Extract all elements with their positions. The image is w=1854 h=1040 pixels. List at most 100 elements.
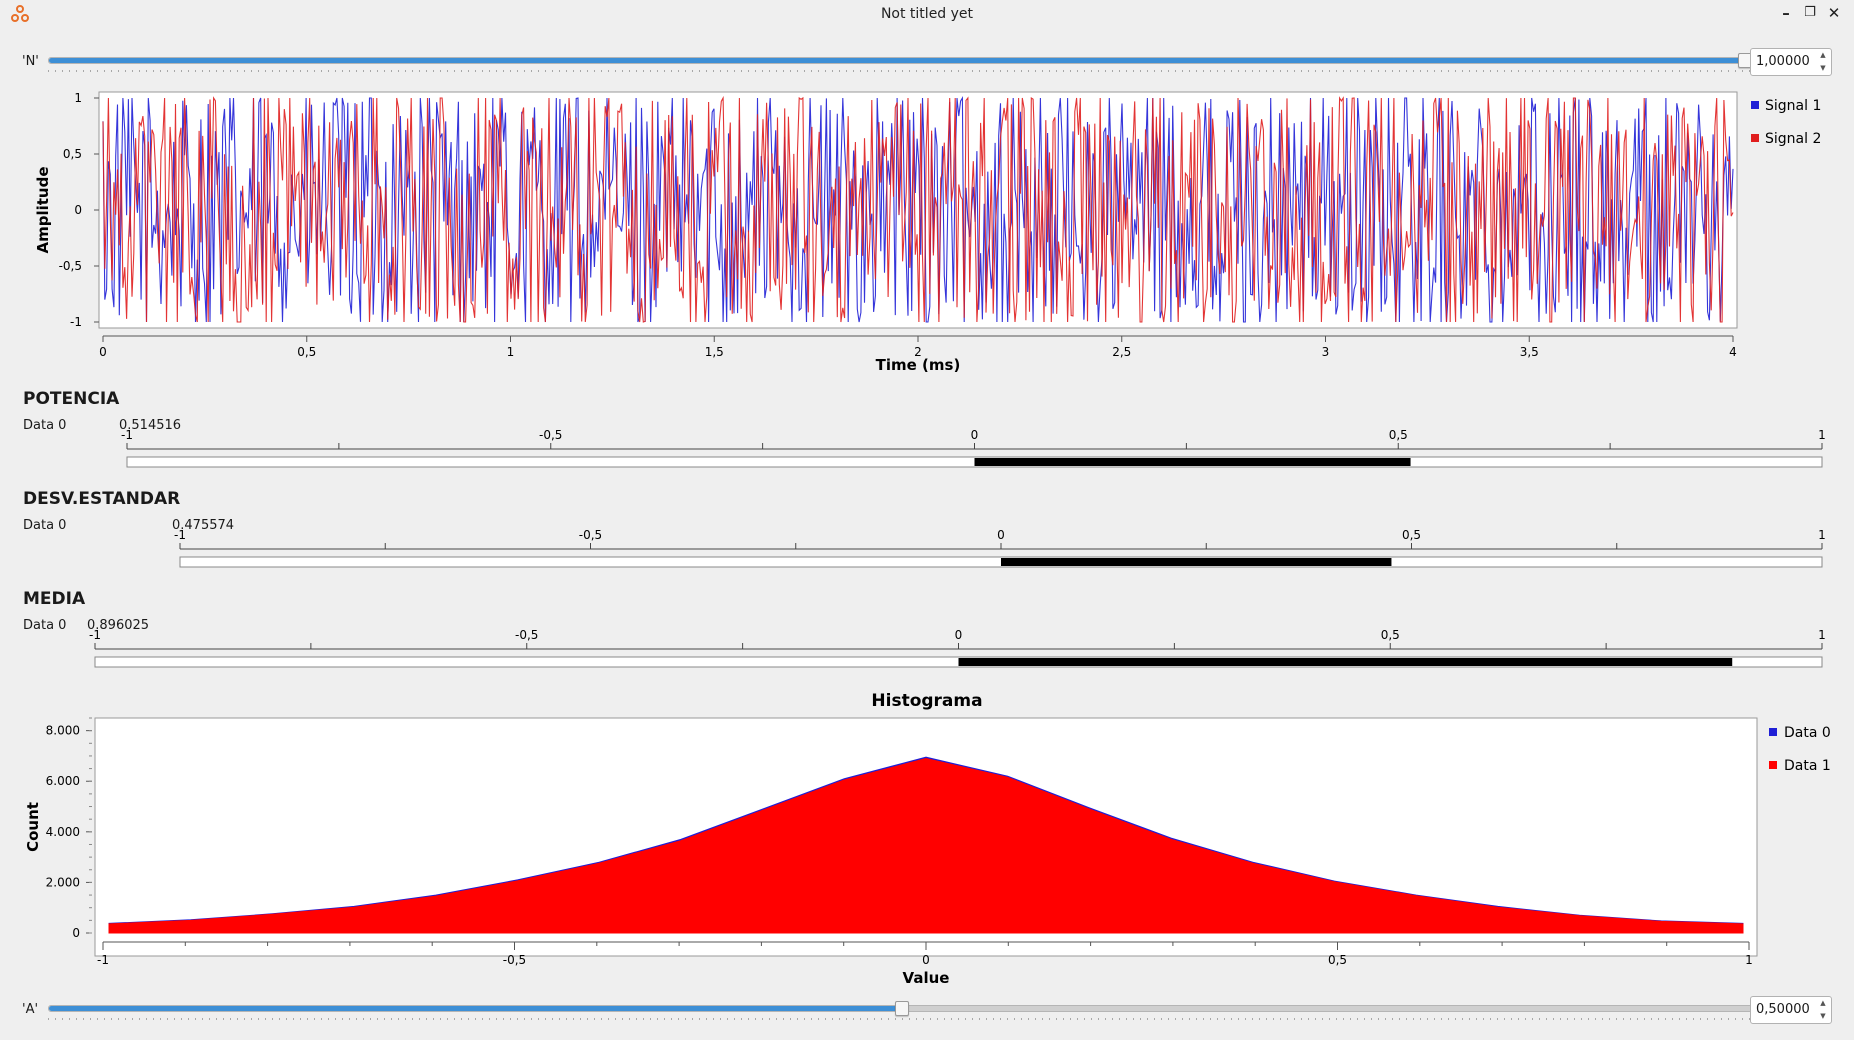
bar-value: 0.896025	[87, 618, 150, 633]
bar-row-label: Data 0	[23, 418, 67, 433]
bar-tick-label: 1	[1818, 528, 1826, 542]
bar-value: 0.475574	[172, 518, 235, 533]
bar-tick-label: 1	[1818, 428, 1826, 442]
slider-n-value[interactable]: 1,00000	[1756, 54, 1810, 69]
legend-data-1: Data 1	[1784, 758, 1831, 774]
bar-fill	[958, 658, 1733, 666]
slider-n-ticks	[48, 70, 1754, 72]
x-tick-label: 3	[1322, 345, 1330, 359]
window-title: Not titled yet	[880, 6, 974, 22]
bar-fill	[1001, 558, 1392, 566]
close-icon[interactable]: ✕	[1827, 4, 1841, 22]
bar-tick-label: -0,5	[539, 428, 562, 442]
slider-n-track[interactable]	[48, 53, 1754, 68]
x-tick-label: 2	[914, 345, 922, 359]
spin-down-icon[interactable]: ▼	[1820, 64, 1826, 72]
x-tick-label: 3,5	[1520, 345, 1539, 359]
histogram-area-data-1	[108, 757, 1744, 934]
x-tick-label: 0	[922, 953, 930, 967]
bar-tick-label: 0,5	[1402, 528, 1421, 542]
y-axis-label: Count	[24, 802, 42, 852]
legend-data-1-swatch	[1769, 761, 1777, 769]
x-tick-label: -0,5	[503, 953, 526, 967]
bar-tick-label: 0	[997, 528, 1005, 542]
signal-plot: 1 0,5 0 -0,5 -1 0 0,5 1 1,5 2 2,5 3 3,5 4 Amplitude T…	[34, 91, 1821, 374]
bar-row-label: Data 0	[23, 518, 67, 533]
y-tick-label: 2.000	[46, 875, 80, 889]
slider-n-label: 'N'	[22, 54, 39, 69]
slider-n-row: 'N' 1,00000 ▲ ▼	[0, 44, 1854, 80]
title-bar: Not titled yet – ❐ ✕	[0, 0, 1854, 28]
slider-a-spinbox[interactable]: 0,50000 ▲ ▼	[1750, 996, 1832, 1024]
slider-a-row: 'A' 0,50000 ▲ ▼	[0, 992, 1854, 1028]
slider-n-fill	[49, 58, 1745, 63]
slider-a-fill	[49, 1006, 901, 1011]
x-tick-label: -1	[97, 953, 109, 967]
bar-scale: -1 -0,5 0 0,5 1	[121, 428, 1826, 468]
y-tick-label: 0	[74, 203, 82, 217]
bar-tick-label: -0,5	[515, 628, 538, 642]
app-icon	[11, 5, 29, 22]
bar-tick-label: 0,5	[1381, 628, 1400, 642]
bar-title: DESV.ESTANDAR	[23, 489, 181, 509]
x-tick-label: 1	[507, 345, 515, 359]
bar-tick-label: -1	[174, 528, 186, 542]
bar-scale: -1 -0,5 0 0,5 1	[89, 628, 1826, 668]
bar-tick-label: -1	[121, 428, 133, 442]
restore-icon[interactable]: ❐	[1804, 5, 1816, 20]
signal-legend: Signal 1 Signal 2	[1751, 98, 1821, 147]
y-tick-label: 8.000	[46, 724, 80, 738]
slider-a-ticks	[48, 1018, 1754, 1020]
y-tick-label: 6.000	[46, 774, 80, 788]
legend-signal-2: Signal 2	[1765, 131, 1821, 147]
slider-a-track[interactable]	[48, 1001, 1754, 1016]
number-bar-desv-estandar: DESV.ESTANDAR Data 0 0.475574 -1 -0,5 0 0,5 1	[0, 485, 1854, 585]
spin-up-icon[interactable]: ▲	[1820, 999, 1826, 1007]
y-tick-label: 1	[74, 91, 82, 105]
y-tick-label: 4.000	[46, 825, 80, 839]
bar-title: MEDIA	[23, 589, 86, 609]
bar-fill	[974, 458, 1411, 466]
y-tick-label: -0,5	[59, 259, 82, 273]
legend-data-0-swatch	[1769, 728, 1777, 736]
legend-signal-1-swatch	[1751, 101, 1759, 109]
bar-tick-label: 0	[955, 628, 963, 642]
y-tick-label: 0,5	[63, 147, 82, 161]
histogram-legend: Data 0 Data 1	[1769, 725, 1831, 774]
x-tick-label: 0	[99, 345, 107, 359]
legend-signal-1: Signal 1	[1765, 98, 1821, 114]
bar-tick-label: 1	[1818, 628, 1826, 642]
x-axis-label: Time (ms)	[876, 356, 961, 374]
legend-signal-2-swatch	[1751, 134, 1759, 142]
bar-title: POTENCIA	[23, 389, 120, 409]
minimize-icon[interactable]: –	[1782, 4, 1790, 22]
slider-n-spinbox[interactable]: 1,00000 ▲ ▼	[1750, 48, 1832, 76]
histogram-title: Histograma	[871, 691, 982, 711]
slider-a-handle[interactable]	[895, 1001, 909, 1016]
bar-scale: -1 -0,5 0 0,5 1	[174, 528, 1826, 568]
bar-tick-label: 0,5	[1389, 428, 1408, 442]
y-tick-label: 0	[72, 926, 80, 940]
number-bar-media: MEDIA Data 0 0.896025 -1 -0,5 0 0,5 1	[0, 585, 1854, 685]
x-axis-label: Value	[903, 969, 950, 987]
x-tick-label: 2,5	[1112, 345, 1131, 359]
bar-value: 0.514516	[119, 418, 182, 433]
x-tick-label: 4	[1729, 345, 1737, 359]
slider-a-value[interactable]: 0,50000	[1756, 1002, 1810, 1017]
bar-tick-label: -0,5	[579, 528, 602, 542]
bar-tick-label: 0	[971, 428, 979, 442]
x-tick-label: 1,5	[705, 345, 724, 359]
signal-series-line	[102, 95, 1734, 323]
spin-up-icon[interactable]: ▲	[1820, 51, 1826, 59]
x-tick-label: 0,5	[297, 345, 316, 359]
bar-row-label: Data 0	[23, 618, 67, 633]
x-tick-label: 0,5	[1328, 953, 1347, 967]
spin-down-icon[interactable]: ▼	[1820, 1012, 1826, 1020]
y-tick-label: -1	[70, 315, 82, 329]
y-axis-label: Amplitude	[34, 166, 52, 253]
signal-series-line	[102, 95, 1734, 323]
bar-tick-label: -1	[89, 628, 101, 642]
histogram-plot: Histograma 8.000 6.000 4.000 2.000 0 -1 -0,5 0 0…	[24, 691, 1831, 987]
x-tick-label: 1	[1745, 953, 1753, 967]
number-bar-potencia: POTENCIA Data 0 0.514516 -1 -0,5 0 0,5 1	[0, 385, 1854, 485]
